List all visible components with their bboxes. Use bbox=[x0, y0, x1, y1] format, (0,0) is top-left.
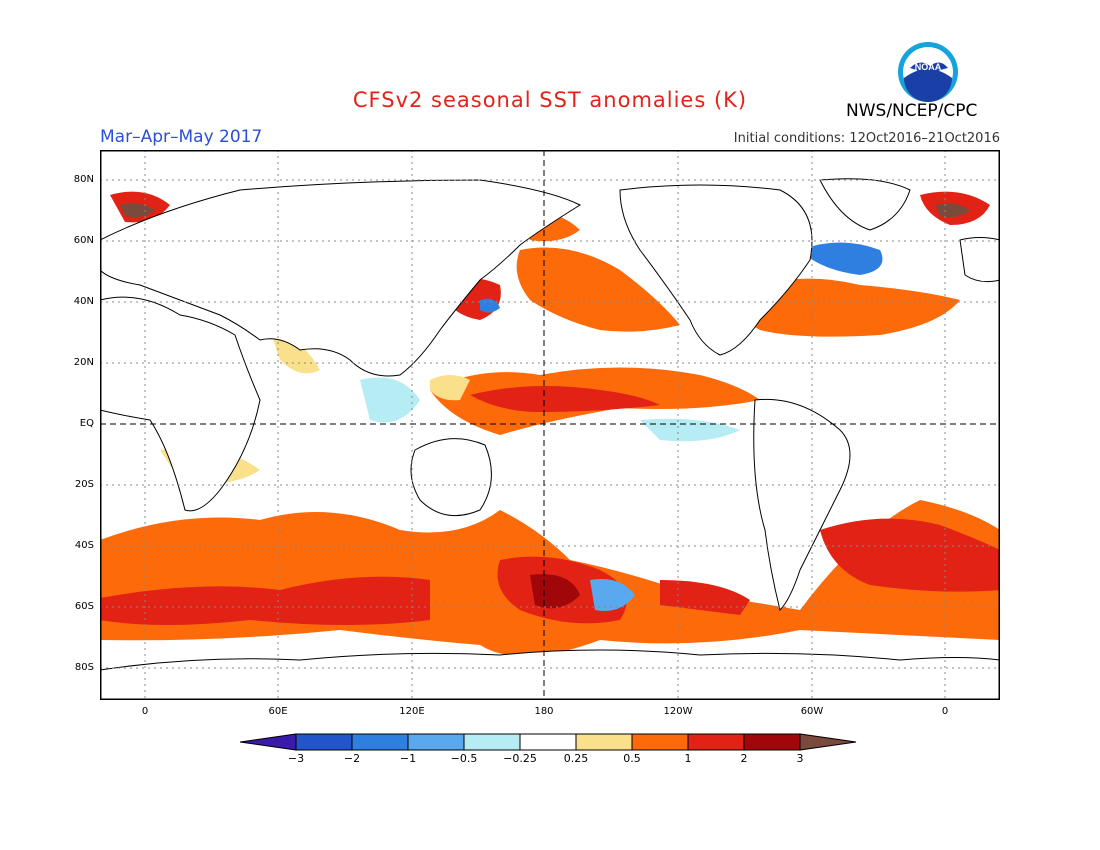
colorbar-segment bbox=[463, 733, 521, 751]
sst-anomaly-map bbox=[100, 150, 1000, 700]
colorbar-segment bbox=[631, 733, 689, 751]
colorbar-segment bbox=[407, 733, 465, 751]
north-pacific-warm bbox=[516, 247, 680, 332]
noaa-logo: NOAA bbox=[898, 42, 958, 102]
lat-label: EQ bbox=[79, 418, 94, 429]
pacific-south-cool-patch bbox=[590, 579, 635, 611]
map-frame bbox=[100, 150, 1000, 700]
north-atlantic-warm bbox=[737, 278, 960, 337]
africa bbox=[100, 296, 261, 512]
south-atlantic-anomaly bbox=[820, 518, 1000, 592]
lon-label: 120W bbox=[663, 706, 693, 717]
antarctica bbox=[100, 649, 1000, 700]
colorbar-tick-label: −0.5 bbox=[450, 752, 478, 765]
colorbar-tick-label: 0.25 bbox=[563, 752, 589, 765]
lat-label: 80S bbox=[74, 662, 94, 673]
west-pacific-mild bbox=[430, 375, 470, 401]
colorbar-tick-label: −0.25 bbox=[503, 752, 537, 765]
eurasia bbox=[100, 179, 582, 377]
colorbar-tick-label: −2 bbox=[343, 752, 361, 765]
colorbar-min-arrow bbox=[240, 733, 297, 751]
europe-east-edge bbox=[959, 237, 1000, 283]
lon-label: 60W bbox=[800, 706, 824, 717]
lat-label: 40S bbox=[74, 540, 94, 551]
colorbar-segment bbox=[351, 733, 409, 751]
map-graticule bbox=[100, 150, 1000, 700]
lat-label: 60N bbox=[73, 235, 94, 246]
colorbar-segment bbox=[575, 733, 633, 751]
colorbar-max-arrow bbox=[799, 733, 857, 751]
sst-anomaly-field bbox=[100, 191, 1000, 657]
colorbar-segment bbox=[519, 733, 577, 751]
lat-label: 40N bbox=[73, 296, 94, 307]
colorbar-tick-label: 0.5 bbox=[623, 752, 641, 765]
lon-label: 60E bbox=[268, 706, 288, 717]
agency-label: NWS/NCEP/CPC bbox=[846, 101, 978, 121]
equatorial-pacific-strong-anomaly bbox=[470, 386, 660, 412]
season-label: Mar–Apr–May 2017 bbox=[100, 127, 263, 147]
greenland bbox=[819, 178, 911, 231]
north-atlantic-cool-patch bbox=[800, 242, 883, 275]
lon-label: 180 bbox=[534, 706, 554, 717]
maritime-continent-cool bbox=[360, 377, 420, 423]
lon-label: 120E bbox=[399, 706, 425, 717]
south-pacific-east-anomaly bbox=[660, 580, 750, 615]
colorbar-segment bbox=[295, 733, 353, 751]
lon-label: 0 bbox=[941, 706, 949, 717]
chart-title: CFSv2 seasonal SST anomalies (K) bbox=[352, 88, 748, 112]
colorbar-segment bbox=[687, 733, 745, 751]
nordic-seas-extreme bbox=[935, 203, 970, 218]
nordic-seas-west-extreme bbox=[120, 203, 155, 218]
initial-conditions-label: Initial conditions: 12Oct2016–21Oct2016 bbox=[733, 131, 1000, 146]
colorbar-tick-label: 1 bbox=[684, 752, 692, 765]
colorbar-segment bbox=[743, 733, 801, 751]
australia bbox=[410, 438, 492, 517]
north-america bbox=[619, 184, 813, 356]
lat-label: 20S bbox=[74, 479, 94, 490]
colorbar-tick-label: 3 bbox=[796, 752, 804, 765]
colorbar-tick-label: 2 bbox=[740, 752, 748, 765]
noaa-logo-text: NOAA bbox=[915, 62, 942, 72]
lat-label: 80N bbox=[73, 174, 94, 185]
continents bbox=[100, 178, 1000, 700]
pacific-south-strong-anomaly bbox=[530, 574, 580, 609]
lat-label: 60S bbox=[74, 601, 94, 612]
lat-label: 20N bbox=[73, 357, 94, 368]
indian-ocean-south-anomaly bbox=[100, 576, 430, 625]
south-america bbox=[753, 398, 851, 611]
lon-label: 0 bbox=[141, 706, 149, 717]
colorbar-tick-label: −1 bbox=[399, 752, 417, 765]
colorbar-tick-label: −3 bbox=[287, 752, 305, 765]
colorbar bbox=[240, 733, 857, 751]
